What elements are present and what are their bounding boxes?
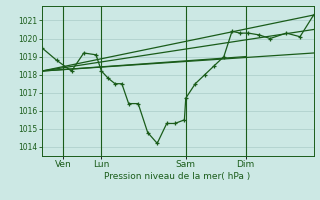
X-axis label: Pression niveau de la mer( hPa ): Pression niveau de la mer( hPa ) xyxy=(104,172,251,181)
